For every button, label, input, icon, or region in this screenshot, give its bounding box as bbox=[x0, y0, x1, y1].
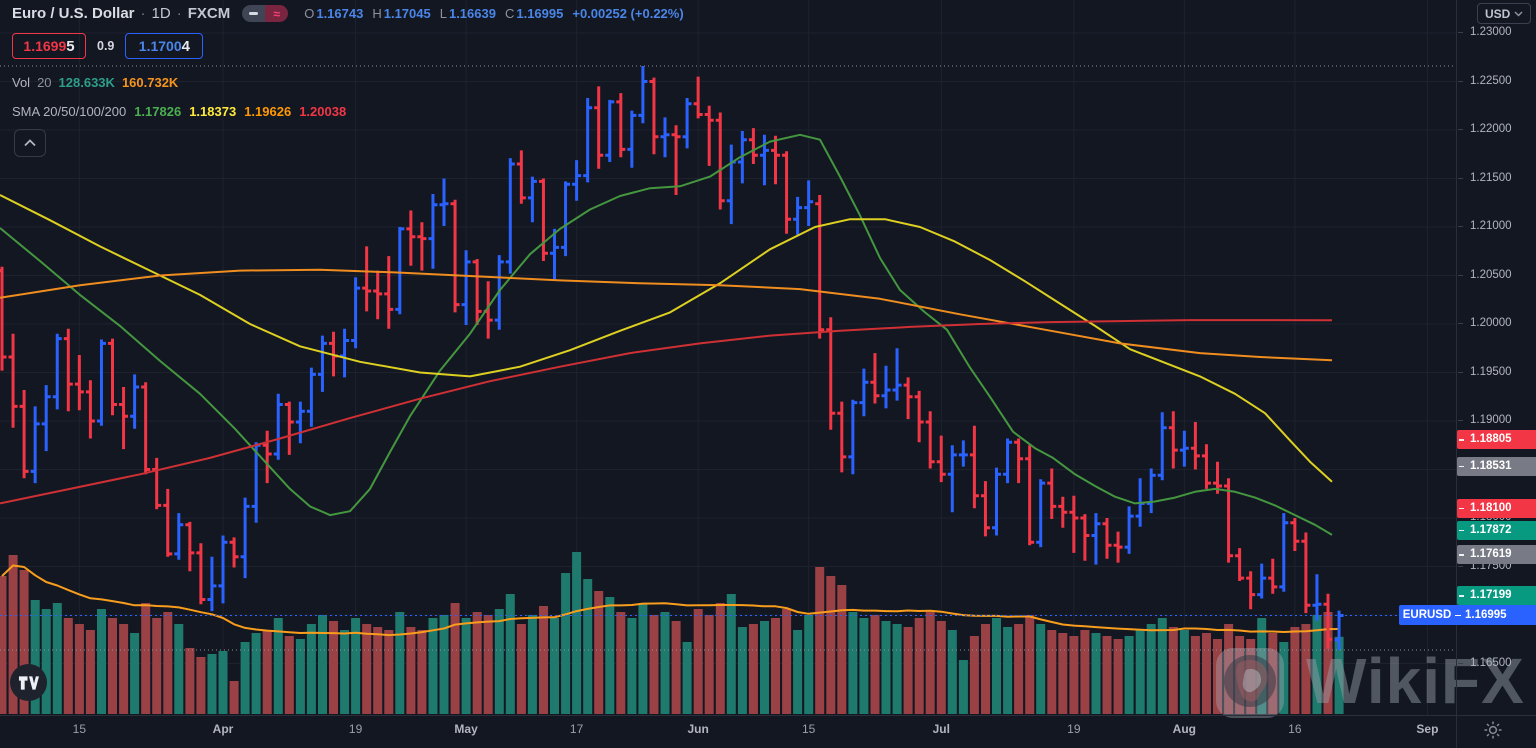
price-level-badge: 1.17619 bbox=[1457, 545, 1536, 565]
price-tick-label: 1.23000 bbox=[1457, 26, 1536, 38]
separator-dot: · bbox=[140, 5, 146, 22]
volume-bars bbox=[0, 552, 1344, 714]
volume-label: Vol bbox=[12, 75, 31, 90]
price-tick-label: 1.21500 bbox=[1457, 172, 1536, 184]
settings-button[interactable] bbox=[1482, 720, 1504, 742]
low-label: L bbox=[439, 6, 447, 21]
current-price-badge: EURUSD 1.16995 bbox=[1399, 605, 1536, 626]
sma100-line bbox=[0, 268, 1333, 362]
high-value: 1.17045 bbox=[383, 6, 431, 21]
time-tick-label: 15 bbox=[72, 722, 87, 736]
quote-row: 1.1699 5 0.9 1.1700 4 bbox=[12, 33, 204, 59]
price-level-badge: 1.17199 bbox=[1457, 586, 1536, 606]
time-tick-label: Sep bbox=[1416, 722, 1439, 736]
open-value: 1.16743 bbox=[316, 6, 364, 21]
time-tick-label: 17 bbox=[569, 722, 584, 736]
ask-price: 1.1700 bbox=[138, 38, 182, 54]
currency-dropdown[interactable]: USD bbox=[1477, 3, 1532, 24]
price-tick-label: 1.22500 bbox=[1457, 75, 1536, 87]
collapse-legend-button[interactable] bbox=[14, 129, 46, 157]
badge-price: 1.16995 bbox=[1465, 609, 1507, 622]
sell-button[interactable]: 1.1699 5 bbox=[12, 33, 86, 59]
badge-tick-dash bbox=[1455, 614, 1461, 617]
sma200-value: 1.20038 bbox=[299, 104, 347, 119]
bid-price: 1.1699 bbox=[23, 38, 67, 54]
sma20-line bbox=[0, 133, 1333, 536]
open-label: O bbox=[304, 6, 315, 21]
price-level-badge: 1.18531 bbox=[1457, 456, 1536, 476]
volume-ma-value: 160.732K bbox=[121, 75, 179, 90]
interval-label: 1D bbox=[151, 5, 171, 22]
symbol-flag-toggle[interactable]: ≈ bbox=[242, 5, 289, 22]
sma-label: SMA 20/50/100/200 bbox=[12, 104, 127, 119]
time-tick-label: 19 bbox=[1067, 722, 1081, 736]
approx-icon: ≈ bbox=[273, 6, 281, 21]
change-value: +0.00252 (+0.22%) bbox=[572, 6, 684, 21]
price-tick-label: 1.22000 bbox=[1457, 123, 1536, 135]
symbol-name: Euro / U.S. Dollar bbox=[12, 5, 135, 22]
sma-legend-row[interactable]: SMA 20/50/100/200 1.17826 1.18373 1.1962… bbox=[12, 104, 346, 119]
ask-last-digit: 4 bbox=[181, 37, 190, 55]
sma100-value: 1.19626 bbox=[244, 104, 292, 119]
price-tick-label: 1.19500 bbox=[1457, 366, 1536, 378]
separator-dot: · bbox=[176, 5, 182, 22]
up-bars bbox=[30, 66, 1344, 650]
minus-icon bbox=[249, 12, 259, 15]
buy-button[interactable]: 1.1700 4 bbox=[125, 33, 204, 59]
bid-last-digit: 5 bbox=[66, 37, 75, 55]
currency-label: USD bbox=[1485, 6, 1511, 21]
high-label: H bbox=[372, 6, 382, 21]
price-level-badge: 1.18100 bbox=[1457, 498, 1536, 518]
symbol-row[interactable]: Euro / U.S. Dollar · 1D · FXCM ≈ O 1.1674… bbox=[12, 5, 684, 22]
sma50-line bbox=[0, 194, 1333, 483]
spread-value: 0.9 bbox=[97, 39, 115, 53]
price-tick-label: 1.20000 bbox=[1457, 317, 1536, 329]
close-label: C bbox=[504, 6, 515, 21]
sma-lines bbox=[0, 133, 1333, 536]
price-level-badge: 1.18805 bbox=[1457, 430, 1536, 450]
ohlc-readout: O 1.16743 H 1.17045 L 1.16639 C 1.16995 +0.0… bbox=[304, 6, 683, 21]
price-tick-label: 1.21000 bbox=[1457, 220, 1536, 232]
time-axis[interactable]: 15 Apr 19 May 17 Jun 15 Jul 19 Aug 16 Sep bbox=[0, 715, 1536, 748]
time-tick-label: May bbox=[454, 722, 478, 736]
time-tick-label: Aug bbox=[1172, 722, 1197, 736]
volume-ma-line bbox=[1, 564, 1340, 637]
volume-period: 20 bbox=[37, 75, 52, 90]
badge-symbol: EURUSD bbox=[1402, 609, 1452, 622]
chevron-up-icon bbox=[24, 139, 36, 147]
volume-value: 128.633K bbox=[58, 75, 115, 90]
time-tick-label: 19 bbox=[348, 722, 363, 736]
time-tick-label: Apr bbox=[212, 722, 234, 736]
time-tick-label: Jul bbox=[932, 722, 950, 736]
price-tick-label: 1.20500 bbox=[1457, 269, 1536, 281]
price-tick-label: 1.16500 bbox=[1457, 657, 1536, 669]
minus-toggle[interactable] bbox=[242, 5, 266, 22]
sma50-value: 1.18373 bbox=[189, 104, 237, 119]
price-chart-canvas[interactable] bbox=[0, 0, 1456, 715]
sma20-value: 1.17826 bbox=[134, 104, 182, 119]
tradingview-logo-icon bbox=[18, 675, 39, 690]
tradingview-logo[interactable] bbox=[10, 664, 47, 701]
time-tick-label: Jun bbox=[687, 722, 709, 736]
low-value: 1.16639 bbox=[448, 6, 496, 21]
time-tick-label: 15 bbox=[801, 722, 816, 736]
time-tick-label: 16 bbox=[1288, 722, 1302, 736]
price-tick-label: 1.19000 bbox=[1457, 414, 1536, 426]
down-bars bbox=[0, 76, 1333, 649]
price-axis[interactable]: USD 1.23000 1.22500 1.22000 1.21500 1.21000 1… bbox=[1399, 0, 1536, 748]
approx-toggle[interactable]: ≈ bbox=[265, 5, 289, 22]
gear-icon bbox=[1484, 721, 1502, 739]
close-value: 1.16995 bbox=[516, 6, 564, 21]
price-level-badge: 1.17872 bbox=[1457, 520, 1536, 540]
chevron-down-icon bbox=[1514, 10, 1523, 17]
sma200-line bbox=[0, 319, 1333, 505]
exchange-label: FXCM bbox=[187, 5, 231, 22]
volume-legend-row[interactable]: Vol 20 128.633K 160.732K bbox=[12, 75, 178, 90]
